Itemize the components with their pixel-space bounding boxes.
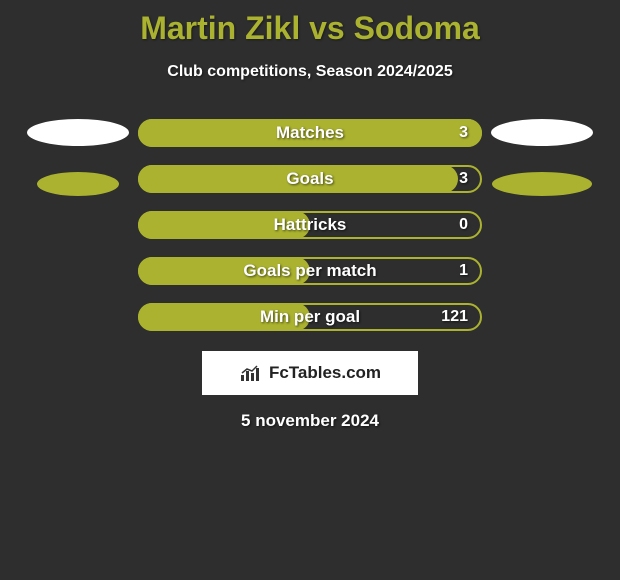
logo-text: FcTables.com (269, 363, 381, 383)
bar-value: 3 (459, 165, 468, 193)
chart-icon (239, 363, 263, 383)
bar-label: Hattricks (138, 211, 482, 239)
bar-label: Min per goal (138, 303, 482, 331)
right-ellipse-2 (492, 172, 592, 196)
bar-value: 121 (441, 303, 468, 331)
right-ellipse-1 (491, 119, 593, 146)
page-subtitle: Club competitions, Season 2024/2025 (167, 63, 452, 81)
page-title: Martin Zikl vs Sodoma (140, 10, 480, 47)
bar-value: 1 (459, 257, 468, 285)
date-text: 5 november 2024 (241, 411, 379, 431)
left-ellipse-1 (27, 119, 129, 146)
bar-list: Matches 3 Goals 3 Hattricks 0 Goals per … (138, 119, 482, 331)
bar-row-min-per-goal: Min per goal 121 (138, 303, 482, 331)
bar-label: Goals (138, 165, 482, 193)
left-ellipse-2 (37, 172, 119, 196)
right-ellipse-column (482, 119, 602, 196)
bar-value: 0 (459, 211, 468, 239)
chart-area: Matches 3 Goals 3 Hattricks 0 Goals per … (0, 119, 620, 331)
left-ellipse-column (18, 119, 138, 196)
bar-value: 3 (459, 119, 468, 147)
bar-row-goals: Goals 3 (138, 165, 482, 193)
bar-label: Goals per match (138, 257, 482, 285)
bar-label: Matches (138, 119, 482, 147)
bar-row-hattricks: Hattricks 0 (138, 211, 482, 239)
bar-row-matches: Matches 3 (138, 119, 482, 147)
bar-row-goals-per-match: Goals per match 1 (138, 257, 482, 285)
comparison-widget: Martin Zikl vs Sodoma Club competitions,… (0, 0, 620, 431)
logo-box[interactable]: FcTables.com (202, 351, 418, 395)
